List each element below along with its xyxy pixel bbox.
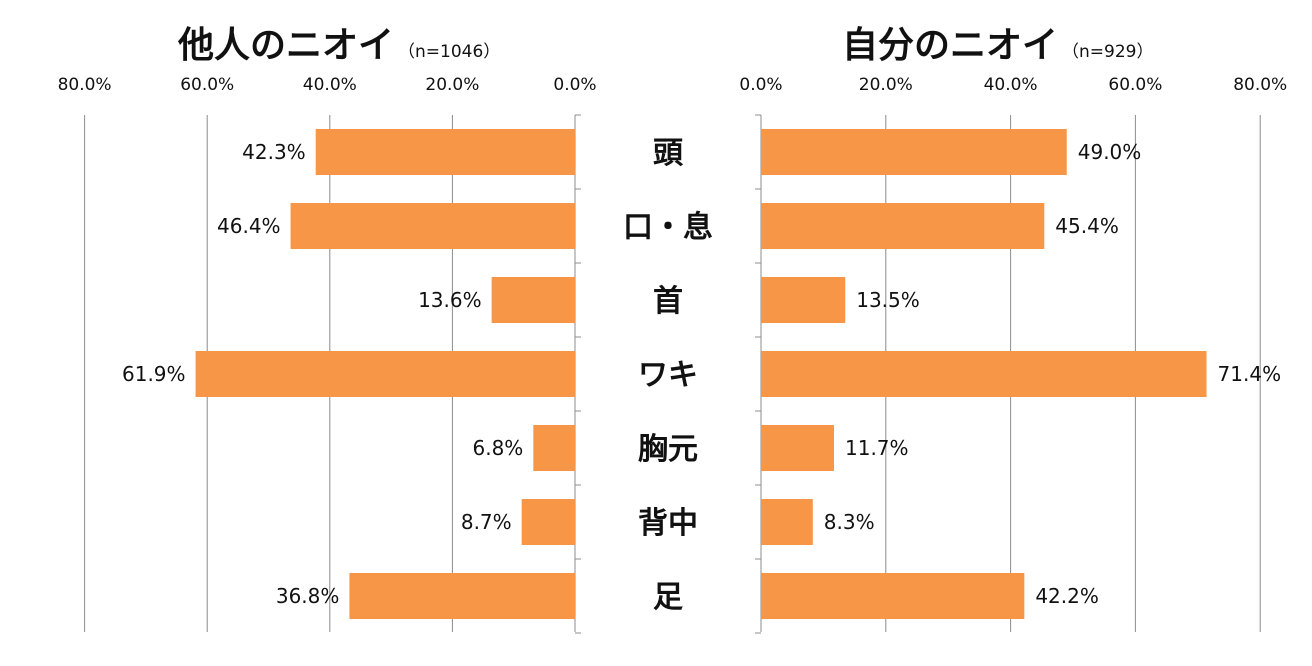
left-tick-label: 80.0% [58,75,112,95]
left-bar [491,277,575,323]
right-bar [761,425,835,471]
left-tick-label: 60.0% [180,75,234,95]
right-bar [761,573,1025,619]
right-bar [761,129,1067,175]
left-data-label: 8.7% [461,510,512,534]
right-data-label: 13.5% [856,288,920,312]
right-data-label: 49.0% [1078,140,1142,164]
category-label: ワキ [638,358,698,393]
category-label: 背中 [638,506,698,541]
right-bar [761,277,846,323]
category-label: 胸元 [638,432,698,467]
right-tick-label: 20.0% [859,75,913,95]
right-bar [761,203,1045,249]
left-data-label: 61.9% [122,362,186,386]
right-tick-label: 40.0% [984,75,1038,95]
right-tick-label: 0.0% [739,75,782,95]
left-tick-label: 20.0% [425,75,479,95]
left-bar [315,129,575,175]
left-chart-title: 他人のニオイ （n=1046） [178,16,500,68]
right-bar [761,351,1207,397]
right-bar [761,499,813,545]
left-chart-subtitle: （n=1046） [398,42,501,62]
right-data-label: 11.7% [845,436,909,460]
right-tick-label: 80.0% [1233,75,1287,95]
left-bar [290,203,575,249]
left-tick-label: 40.0% [303,75,357,95]
right-data-label: 8.3% [824,510,875,534]
left-bar [349,573,575,619]
right-chart-title: 自分のニオイ （n=929） [842,16,1153,68]
right-chart-subtitle: （n=929） [1062,42,1154,62]
right-tick-label: 60.0% [1108,75,1162,95]
category-label: 足 [653,580,683,615]
left-bar [521,499,575,545]
right-data-label: 45.4% [1055,214,1119,238]
left-tick-label: 0.0% [553,75,596,95]
category-label: 頭 [653,136,684,171]
category-label: 首 [653,284,683,319]
category-label: 口・息 [623,210,713,245]
right-chart-title-text: 自分のニオイ [842,25,1059,66]
left-data-label: 46.4% [217,214,281,238]
left-data-label: 42.3% [242,140,306,164]
left-bar [195,351,576,397]
left-chart-title-text: 他人のニオイ [178,25,395,66]
right-data-label: 71.4% [1218,362,1282,386]
left-data-label: 6.8% [473,436,524,460]
left-data-label: 36.8% [276,584,340,608]
right-data-label: 42.2% [1035,584,1099,608]
left-data-label: 13.6% [418,288,482,312]
left-bar [533,425,575,471]
